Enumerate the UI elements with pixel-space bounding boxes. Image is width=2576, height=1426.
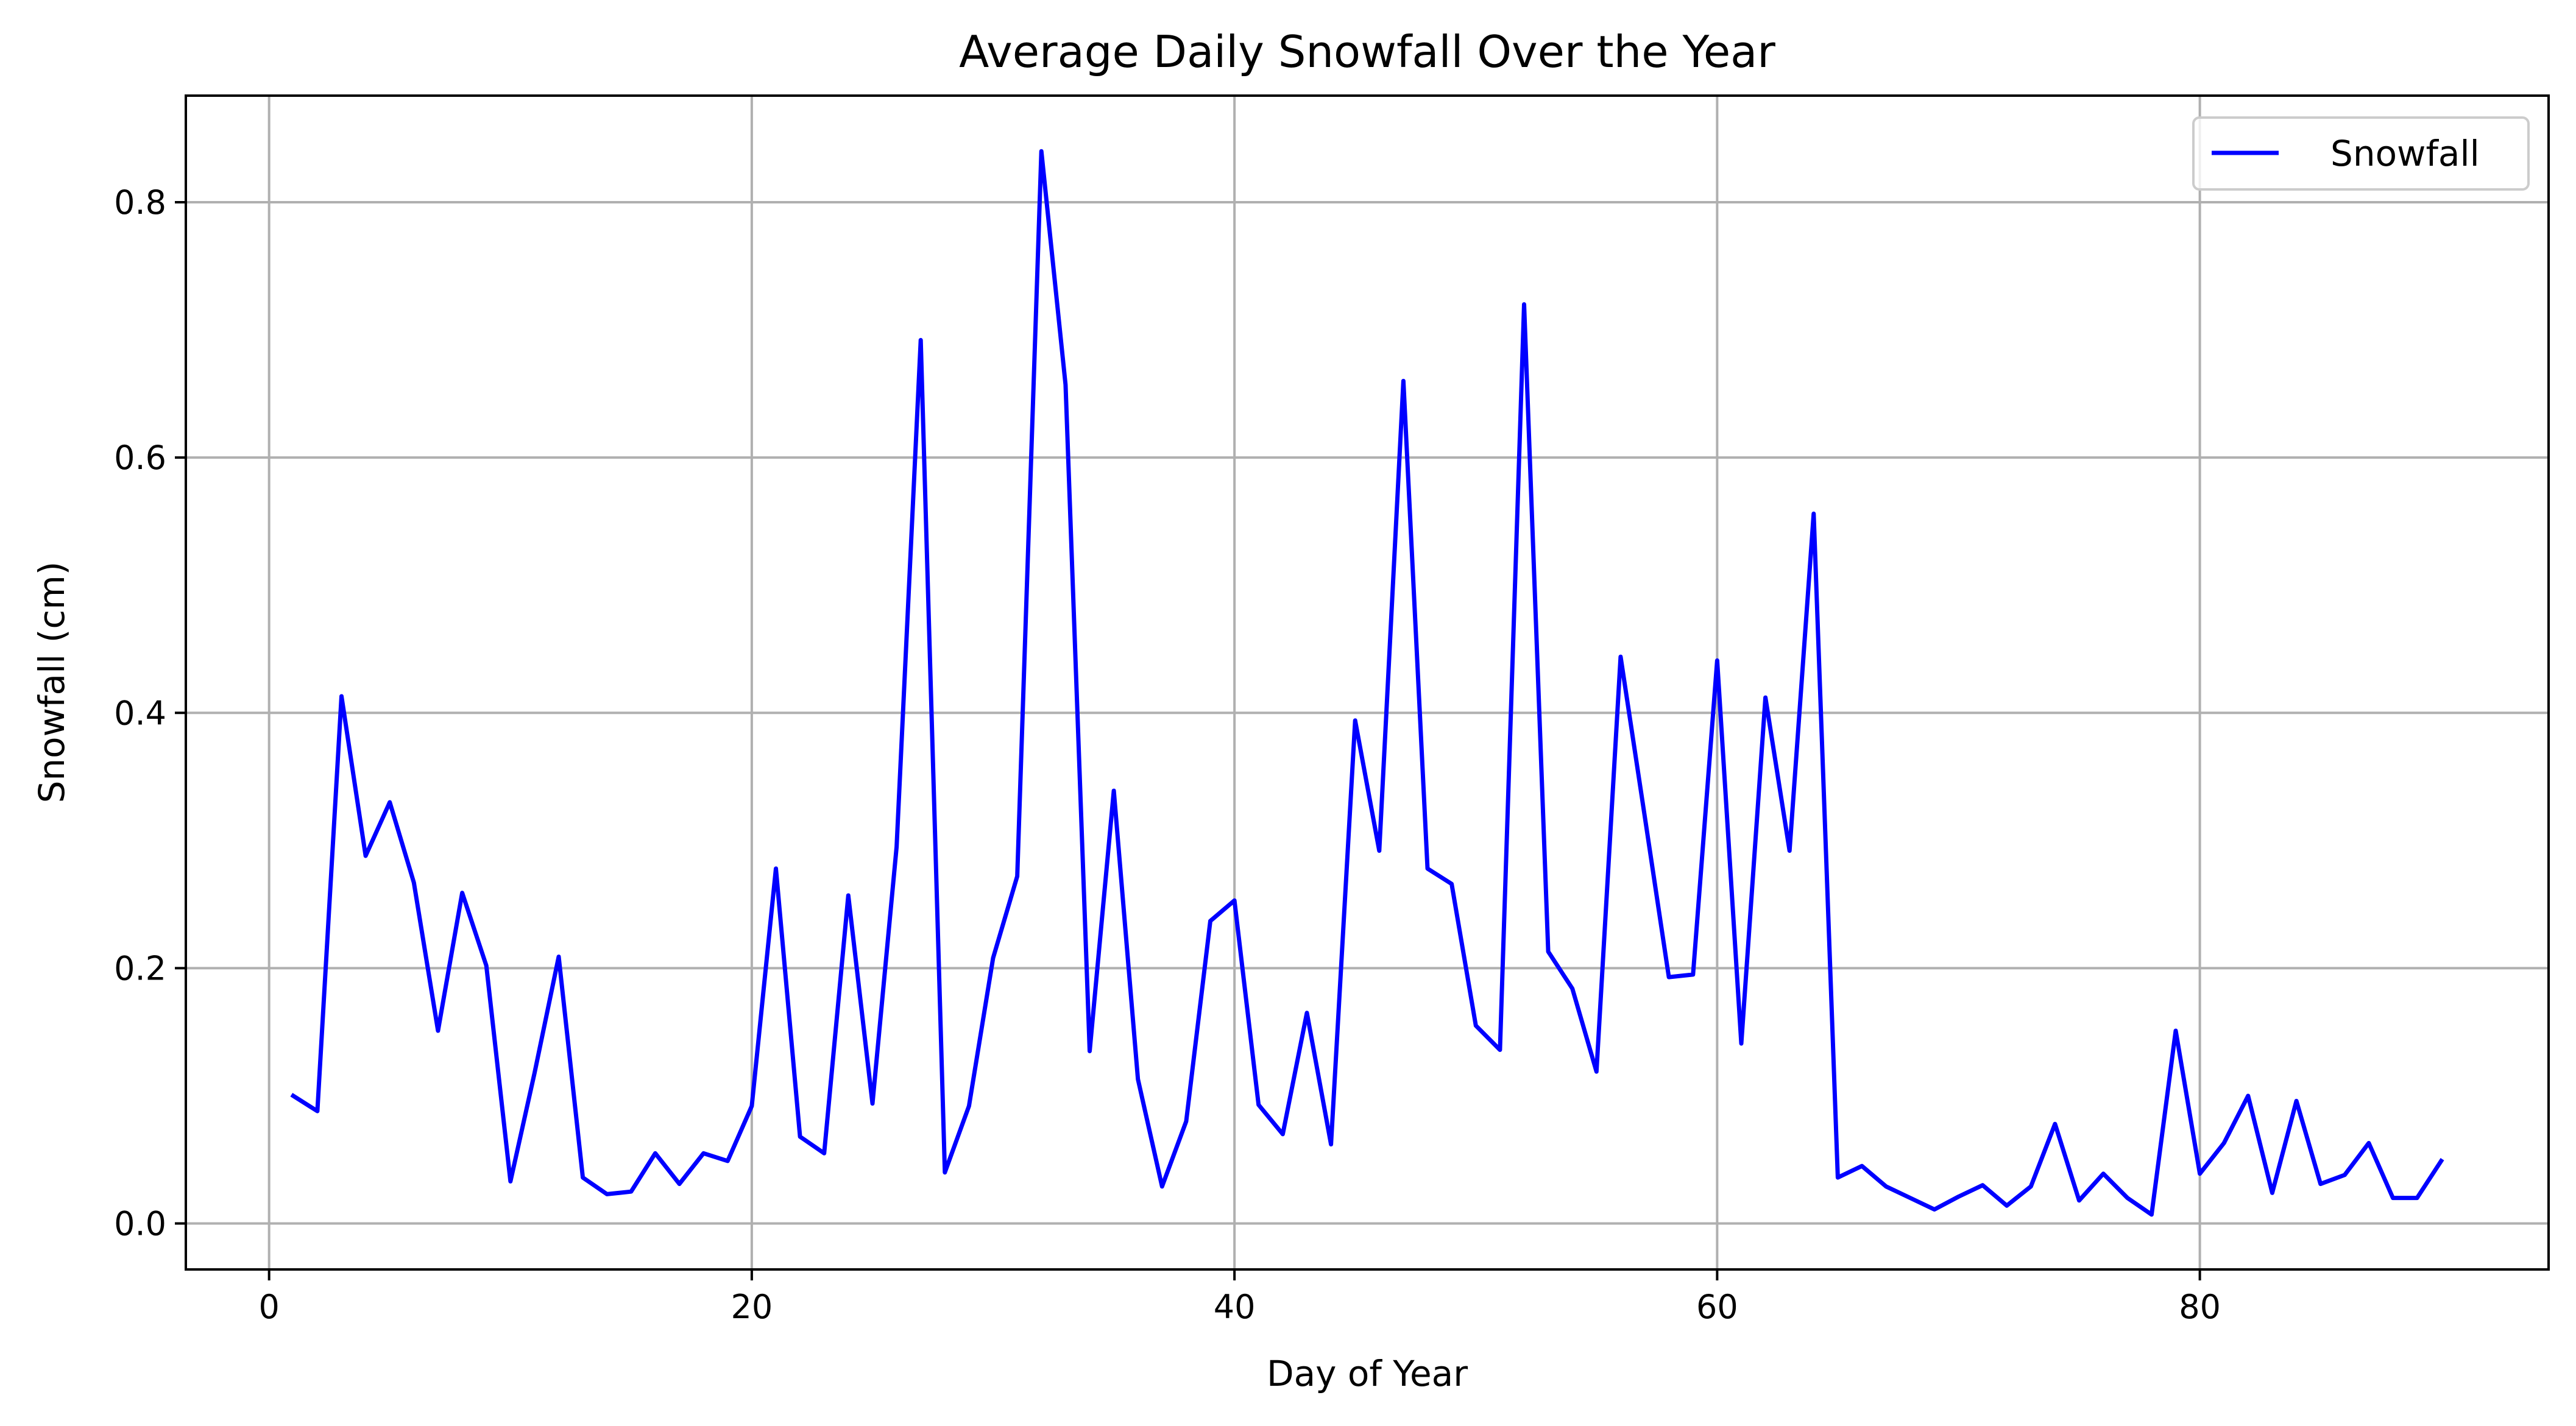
x-axis-label: Day of Year bbox=[1267, 1353, 1468, 1394]
grid-lines bbox=[186, 96, 2549, 1269]
y-tick-label: 0.8 bbox=[114, 183, 166, 222]
x-tick-label: 40 bbox=[1214, 1288, 1256, 1326]
axis-ticks: 0 20 40 60 80 0.0 0.2 0.4 0.6 0.8 bbox=[114, 183, 2221, 1326]
x-tick-label: 0 bbox=[258, 1288, 279, 1326]
x-tick-label: 60 bbox=[1696, 1288, 1738, 1326]
legend: Snowfall bbox=[2192, 116, 2530, 191]
y-tick-label: 0.2 bbox=[114, 949, 166, 987]
chart-title: Average Daily Snowfall Over the Year bbox=[959, 26, 1775, 77]
series-layer bbox=[290, 149, 2444, 1217]
legend-label-snowfall: Snowfall bbox=[2330, 133, 2480, 174]
legend-box bbox=[2192, 116, 2530, 191]
y-tick-label: 0.4 bbox=[114, 694, 166, 732]
x-tick-label: 80 bbox=[2179, 1288, 2221, 1326]
y-axis-label: Snowfall (cm) bbox=[31, 562, 73, 803]
x-tick-label: 20 bbox=[731, 1288, 773, 1326]
y-tick-label: 0.0 bbox=[114, 1205, 166, 1243]
y-tick-label: 0.6 bbox=[114, 439, 166, 477]
series-line-snowfall bbox=[290, 149, 2444, 1217]
plot-frame bbox=[185, 94, 2550, 1271]
